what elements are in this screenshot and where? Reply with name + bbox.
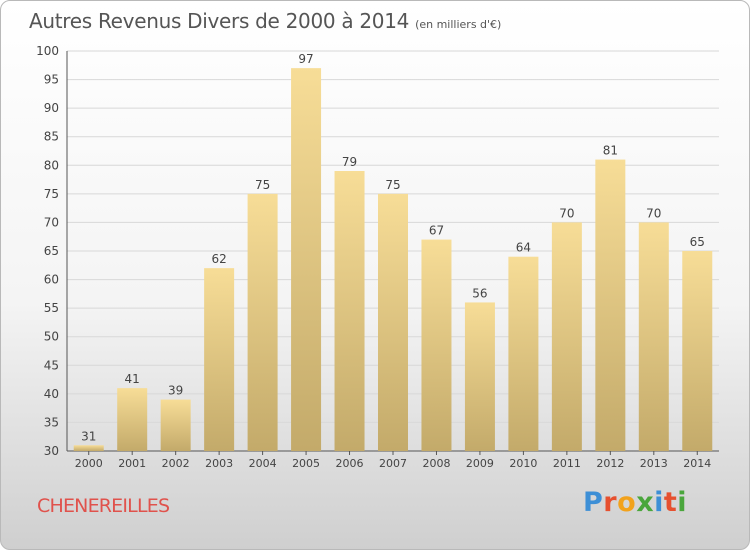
x-tick-label: 2012 [596,457,624,470]
logo-letter: r [603,487,618,518]
data-label: 62 [211,252,226,266]
data-label: 56 [472,286,487,300]
y-tick-label: 80 [44,158,59,172]
y-tick-label: 55 [44,301,59,315]
data-label: 79 [342,155,357,169]
y-tick-label: 60 [44,273,59,287]
data-label: 97 [298,52,313,66]
bar [204,268,235,451]
data-label: 31 [81,429,96,443]
y-tick-label: 65 [44,244,59,258]
y-tick-label: 40 [44,387,59,401]
bar [291,68,322,452]
y-tick-label: 35 [44,415,59,429]
x-tick-label: 2009 [466,457,494,470]
x-tick-label: 2005 [292,457,320,470]
bar [334,171,365,451]
y-tick-label: 85 [44,130,59,144]
y-tick-label: 45 [44,358,59,372]
y-tick-label: 95 [44,73,59,87]
y-tick-label: 75 [44,187,59,201]
bar [378,193,408,451]
chart-title-block: Autres Revenus Divers de 2000 à 2014 (en … [29,9,501,33]
chart-title: Autres Revenus Divers de 2000 à 2014 [29,9,410,33]
data-label: 75 [385,178,400,192]
data-label: 64 [516,241,531,255]
data-label: 81 [603,144,618,158]
bar [464,302,495,451]
bar [551,222,582,451]
y-tick-label: 50 [44,330,59,344]
x-tick-label: 2004 [249,457,277,470]
data-label: 67 [429,224,444,238]
bar [638,222,669,451]
x-tick-label: 2008 [422,457,450,470]
x-tick-label: 2007 [379,457,407,470]
x-tick-label: 2006 [336,457,364,470]
y-tick-label: 70 [44,215,59,229]
bar [247,193,278,451]
logo-letter: i [654,487,664,518]
data-label: 70 [559,206,574,220]
logo-letter: x [636,487,655,518]
x-tick-label: 2010 [509,457,537,470]
proxiti-logo: Proxiti [583,487,687,518]
data-label: 70 [646,206,661,220]
bars: 31 41 39 62 75 97 79 75 67 56 64 70 81 70 65 [73,52,713,452]
place-name: CHENEREILLES [37,495,170,517]
chart-subtitle: (en milliers d'€) [415,18,502,31]
x-tick-label: 2002 [162,457,190,470]
x-axis-tick-labels: 2000 2001 2002 2003 2004 2005 2006 2007 2008 2009… [75,451,711,470]
x-tick-label: 2013 [640,457,668,470]
data-label: 39 [168,384,183,398]
bar [508,256,539,451]
logo-letter: P [583,487,604,518]
bar [421,239,452,451]
bar [160,399,191,451]
logo-letter: i [677,487,688,518]
data-label: 65 [690,235,705,249]
bar [117,388,148,451]
bar [595,159,626,452]
x-tick-label: 2001 [118,457,146,470]
x-tick-label: 2011 [553,457,581,470]
data-label: 41 [125,372,140,386]
x-tick-label: 2003 [205,457,233,470]
logo-letter: o [617,487,637,518]
y-axis-tick-labels: 30 35 40 45 50 55 60 65 70 75 80 85 90 95 100 [36,44,59,458]
y-tick-label: 90 [44,101,59,115]
data-label: 75 [255,178,270,192]
bar [682,251,713,451]
y-tick-label: 100 [36,44,59,58]
x-tick-label: 2014 [683,457,711,470]
y-tick-label: 30 [44,444,59,458]
bar [73,445,104,451]
x-tick-label: 2000 [75,457,103,470]
logo-letter: t [663,487,678,518]
